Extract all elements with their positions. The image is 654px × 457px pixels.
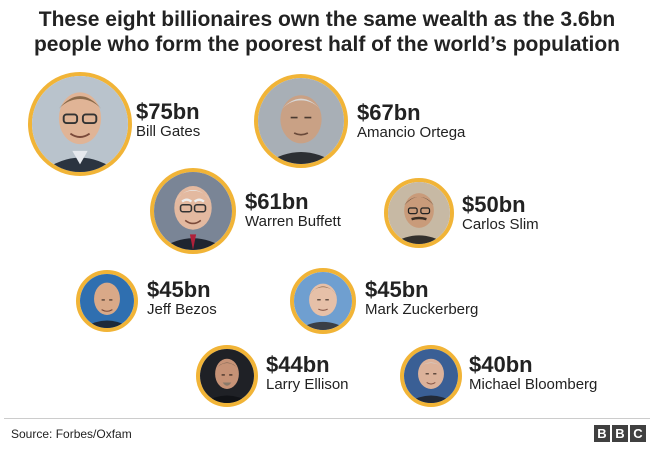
person-name: Michael Bloomberg — [469, 376, 598, 393]
person-name: Warren Buffett — [245, 213, 341, 230]
wealth-amount: $45bn — [365, 277, 429, 302]
portrait-photo — [400, 345, 462, 407]
source-credit: Source: Forbes/Oxfam — [11, 427, 132, 441]
wealth-amount: $45bn — [147, 277, 211, 302]
wealth-amount: $40bn — [469, 352, 533, 377]
portrait-photo — [384, 178, 454, 248]
wealth-amount: $67bn — [357, 100, 421, 125]
bbc-logo-block: B — [612, 425, 628, 442]
person-name: Larry Ellison — [266, 376, 349, 393]
portrait-photo — [290, 268, 356, 334]
wealth-amount: $50bn — [462, 192, 526, 217]
person-name: Jeff Bezos — [147, 301, 217, 318]
portrait-photo — [196, 345, 258, 407]
wealth-amount: $61bn — [245, 189, 309, 214]
wealth-amount: $44bn — [266, 352, 330, 377]
portrait-photo — [254, 74, 348, 168]
headline-line-2: people who form the poorest half of the … — [33, 33, 621, 56]
wealth-amount: $75bn — [136, 99, 200, 124]
portrait-photo — [28, 72, 132, 176]
person-name: Amancio Ortega — [357, 124, 466, 141]
footer-divider — [4, 418, 650, 419]
bbc-logo-block: B — [594, 425, 610, 442]
headline: These eight billionaires own the same we… — [0, 7, 654, 57]
person-name: Bill Gates — [136, 123, 201, 140]
person-name: Mark Zuckerberg — [365, 301, 479, 318]
person-name: Carlos Slim — [462, 216, 539, 233]
portrait-photo — [150, 168, 236, 254]
headline-line-1: These eight billionaires own the same we… — [38, 8, 616, 31]
portrait-photo — [76, 270, 138, 332]
bbc-logo-block: C — [630, 425, 646, 442]
